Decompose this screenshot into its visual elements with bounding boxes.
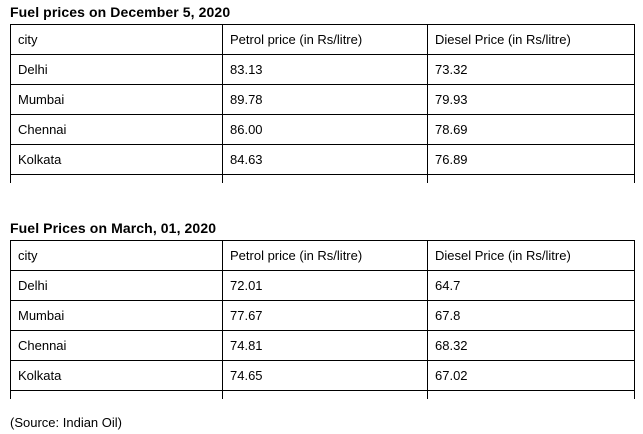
cell-petrol-price: 84.63 <box>222 144 428 175</box>
fuel-table-december: city Petrol price (in Rs/litre) Diesel P… <box>10 24 635 175</box>
table-row: Chennai 74.81 68.32 <box>10 330 635 361</box>
source-note: (Source: Indian Oil) <box>10 415 122 430</box>
cell-diesel-price: 78.69 <box>427 114 635 145</box>
table-row: Delhi 83.13 73.32 <box>10 54 635 85</box>
section-march-prices: Fuel Prices on March, 01, 2020 city Petr… <box>10 221 643 399</box>
cell-diesel-price: 64.7 <box>427 270 635 301</box>
cell-city: Mumbai <box>10 300 223 331</box>
cell-petrol-price: 74.65 <box>222 360 428 391</box>
table-gridline-stub <box>10 391 635 399</box>
table-title-december: Fuel prices on December 5, 2020 <box>10 4 231 20</box>
header-petrol-price: Petrol price (in Rs/litre) <box>222 240 428 271</box>
table-title-march: Fuel Prices on March, 01, 2020 <box>10 220 217 236</box>
cell-city: Mumbai <box>10 84 223 115</box>
table-row: Mumbai 77.67 67.8 <box>10 300 635 331</box>
fuel-table-march: city Petrol price (in Rs/litre) Diesel P… <box>10 240 635 391</box>
table-row: Kolkata 84.63 76.89 <box>10 144 635 175</box>
table-row: Kolkata 74.65 67.02 <box>10 360 635 391</box>
table-row: Mumbai 89.78 79.93 <box>10 84 635 115</box>
cell-petrol-price: 72.01 <box>222 270 428 301</box>
cell-petrol-price: 74.81 <box>222 330 428 361</box>
table-header-row: city Petrol price (in Rs/litre) Diesel P… <box>10 24 635 55</box>
cell-diesel-price: 67.8 <box>427 300 635 331</box>
header-city: city <box>10 240 223 271</box>
cell-diesel-price: 68.32 <box>427 330 635 361</box>
cell-diesel-price: 73.32 <box>427 54 635 85</box>
cell-petrol-price: 86.00 <box>222 114 428 145</box>
cell-diesel-price: 67.02 <box>427 360 635 391</box>
cell-petrol-price: 89.78 <box>222 84 428 115</box>
cell-diesel-price: 76.89 <box>427 144 635 175</box>
cell-diesel-price: 79.93 <box>427 84 635 115</box>
header-city: city <box>10 24 223 55</box>
section-december-prices: Fuel prices on December 5, 2020 city Pet… <box>10 5 643 183</box>
header-petrol-price: Petrol price (in Rs/litre) <box>222 24 428 55</box>
cell-petrol-price: 77.67 <box>222 300 428 331</box>
table-row: Chennai 86.00 78.69 <box>10 114 635 145</box>
table-gridline-stub <box>10 175 635 183</box>
cell-city: Delhi <box>10 54 223 85</box>
header-diesel-price: Diesel Price (in Rs/litre) <box>427 240 635 271</box>
header-diesel-price: Diesel Price (in Rs/litre) <box>427 24 635 55</box>
table-row: Delhi 72.01 64.7 <box>10 270 635 301</box>
cell-city: Chennai <box>10 330 223 361</box>
cell-city: Kolkata <box>10 144 223 175</box>
cell-petrol-price: 83.13 <box>222 54 428 85</box>
cell-city: Kolkata <box>10 360 223 391</box>
cell-city: Delhi <box>10 270 223 301</box>
cell-city: Chennai <box>10 114 223 145</box>
table-header-row: city Petrol price (in Rs/litre) Diesel P… <box>10 240 635 271</box>
